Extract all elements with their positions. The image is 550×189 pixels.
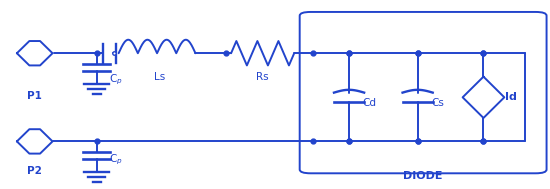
Text: Ls: Ls bbox=[154, 72, 166, 82]
Text: P1: P1 bbox=[28, 91, 42, 101]
Text: P2: P2 bbox=[28, 166, 42, 176]
Text: Id: Id bbox=[505, 92, 518, 102]
Text: C$_p$: C$_p$ bbox=[109, 153, 123, 167]
Text: Rs: Rs bbox=[256, 72, 269, 82]
Text: Cd: Cd bbox=[363, 98, 377, 108]
Text: C$_p$: C$_p$ bbox=[109, 72, 123, 87]
Text: Cs: Cs bbox=[431, 98, 444, 108]
Text: DIODE: DIODE bbox=[403, 171, 443, 181]
